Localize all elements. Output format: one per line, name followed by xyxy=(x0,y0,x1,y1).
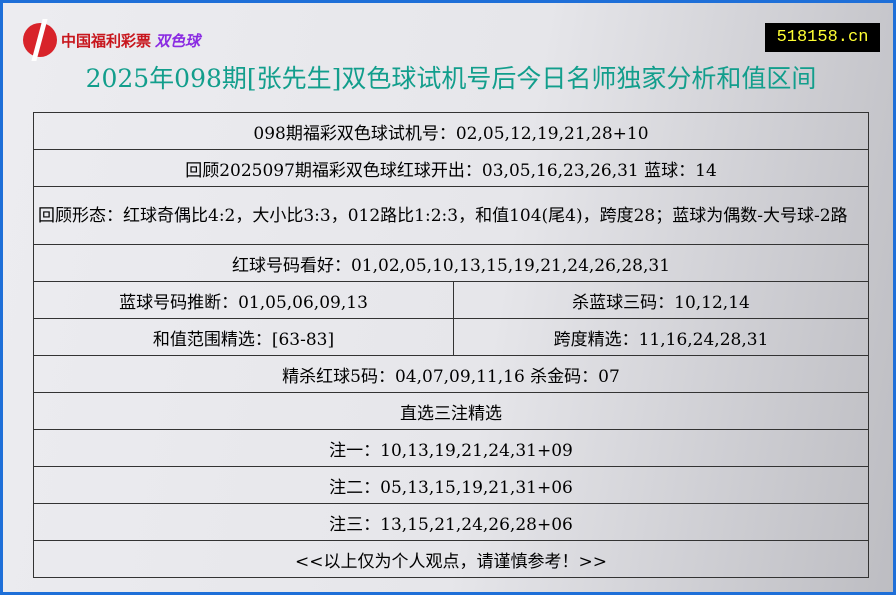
table-row: 红球号码看好：01,02,05,10,13,15,19,21,24,26,28,… xyxy=(33,244,869,282)
red-kill: 精杀红球5码：04,07,09,11,16 杀金码：07 xyxy=(33,355,869,393)
table-row: 注二：05,13,15,19,21,31+06 xyxy=(33,466,869,504)
pick-2: 注二：05,13,15,19,21,31+06 xyxy=(33,466,869,504)
table-row: 精杀红球5码：04,07,09,11,16 杀金码：07 xyxy=(33,355,869,393)
analysis-table: 098期福彩双色球试机号：02,05,12,19,21,28+10 回顾2025… xyxy=(33,112,869,578)
table-row: 注一：10,13,19,21,24,31+09 xyxy=(33,429,869,467)
pick-3: 注三：13,15,21,24,26,28+06 xyxy=(33,503,869,541)
table-row: 回顾2025097期福彩双色球红球开出：03,05,16,23,26,31 蓝球… xyxy=(33,149,869,187)
table-row: 蓝球号码推断：01,05,06,09,13 杀蓝球三码：10,12,14 xyxy=(33,281,869,319)
blue-kill: 杀蓝球三码：10,12,14 xyxy=(453,281,869,319)
disclaimer: <<以上仅为个人观点，请谨慎参考！>> xyxy=(33,540,869,578)
lottery-logo-icon xyxy=(23,23,57,57)
pick-1: 注一：10,13,19,21,24,31+09 xyxy=(33,429,869,467)
sum-range: 和值范围精选：[63-83] xyxy=(33,318,454,356)
logo-subtext: 双色球 xyxy=(155,31,201,50)
blue-picks: 蓝球号码推断：01,05,06,09,13 xyxy=(33,281,454,319)
red-picks: 红球号码看好：01,02,05,10,13,15,19,21,24,26,28,… xyxy=(33,244,869,282)
table-row: 直选三注精选 xyxy=(33,392,869,430)
lottery-logo: 中国福利彩票 双色球 xyxy=(23,23,200,57)
table-row: <<以上仅为个人观点，请谨慎参考！>> xyxy=(33,540,869,578)
previous-draw: 回顾2025097期福彩双色球红球开出：03,05,16,23,26,31 蓝球… xyxy=(33,149,869,187)
table-row: 098期福彩双色球试机号：02,05,12,19,21,28+10 xyxy=(33,112,869,150)
span-picks: 跨度精选：11,16,24,28,31 xyxy=(453,318,869,356)
table-row: 注三：13,15,21,24,26,28+06 xyxy=(33,503,869,541)
test-numbers: 098期福彩双色球试机号：02,05,12,19,21,28+10 xyxy=(33,112,869,150)
table-row: 和值范围精选：[63-83] 跨度精选：11,16,24,28,31 xyxy=(33,318,869,356)
page-title: 2025年098期[张先生]双色球试机号后今日名师独家分析和值区间 xyxy=(85,64,817,93)
table-row: 回顾形态：红球奇偶比4:2，大小比3:3，012路比1:2:3，和值104(尾4… xyxy=(33,186,869,245)
direct-picks-heading: 直选三注精选 xyxy=(33,392,869,430)
previous-pattern: 回顾形态：红球奇偶比4:2，大小比3:3，012路比1:2:3，和值104(尾4… xyxy=(33,186,869,245)
logo-text: 中国福利彩票 xyxy=(61,31,152,50)
site-badge: 518158.cn xyxy=(765,23,880,52)
